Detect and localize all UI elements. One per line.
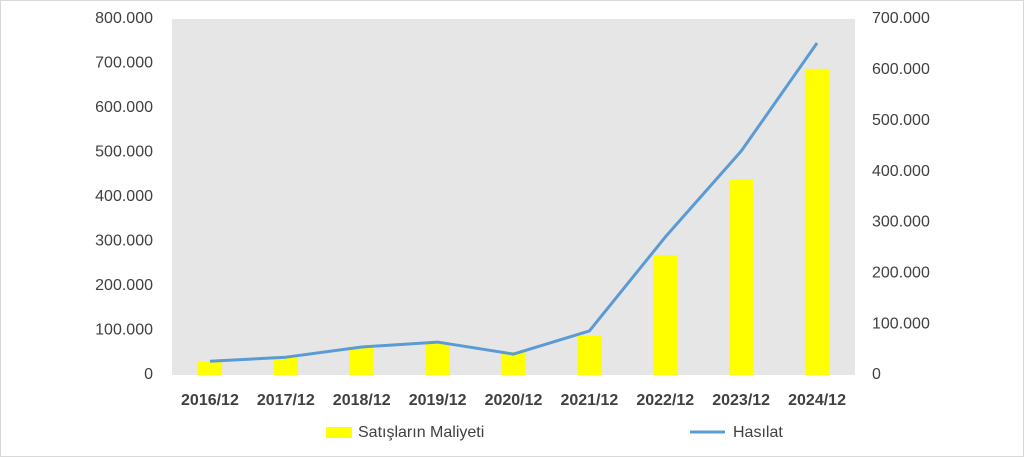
- y2-tick-label: 600.000: [872, 61, 930, 78]
- y-tick-label: 0: [144, 366, 153, 383]
- bar: [197, 361, 223, 375]
- x-tick-label: 2020/12: [485, 392, 543, 409]
- y-tick-label: 200.000: [95, 277, 153, 294]
- bar: [273, 356, 298, 375]
- y-tick-label: 500.000: [95, 144, 153, 161]
- x-tick-label: 2022/12: [636, 392, 694, 409]
- x-tick-label: 2024/12: [788, 392, 846, 409]
- y-tick-label: 100.000: [95, 322, 153, 339]
- y2-tick-label: 100.000: [872, 315, 930, 332]
- bar: [577, 335, 602, 375]
- x-tick-label: 2017/12: [257, 392, 315, 409]
- y2-tick-label: 700.000: [872, 10, 930, 27]
- x-tick-label: 2021/12: [560, 392, 618, 409]
- bar: [804, 68, 830, 375]
- y-tick-label: 700.000: [95, 55, 153, 72]
- y2-tick-label: 0: [872, 366, 881, 383]
- bar: [501, 352, 526, 375]
- x-tick-label: 2019/12: [409, 392, 467, 409]
- y-tick-label: 600.000: [95, 99, 153, 116]
- y2-tick-label: 300.000: [872, 214, 930, 231]
- bar: [653, 254, 678, 375]
- line: [209, 42, 819, 363]
- y2-tick-label: 200.000: [872, 265, 930, 282]
- y2-tick-label: 500.000: [872, 112, 930, 129]
- x-tick-label: 2023/12: [712, 392, 770, 409]
- x-tick-label: 2018/12: [333, 392, 391, 409]
- y-tick-label: 300.000: [95, 233, 153, 250]
- y-tick-label: 400.000: [95, 188, 153, 205]
- legend-label: Satışların Maliyeti: [358, 424, 484, 441]
- legend-swatch: [326, 427, 352, 438]
- bar: [729, 179, 754, 375]
- y-tick-label: 800.000: [95, 10, 153, 27]
- legend-label: Hasılat: [733, 424, 783, 441]
- y2-tick-label: 400.000: [872, 163, 930, 180]
- x-tick-label: 2016/12: [181, 392, 239, 409]
- bar: [349, 348, 374, 375]
- bar: [425, 342, 450, 375]
